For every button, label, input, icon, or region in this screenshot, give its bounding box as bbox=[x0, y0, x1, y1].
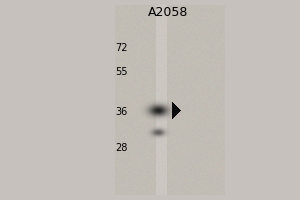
Text: 55: 55 bbox=[116, 67, 128, 77]
Text: 28: 28 bbox=[116, 143, 128, 153]
Text: 36: 36 bbox=[116, 107, 128, 117]
Text: A2058: A2058 bbox=[148, 5, 188, 19]
Text: 72: 72 bbox=[116, 43, 128, 53]
